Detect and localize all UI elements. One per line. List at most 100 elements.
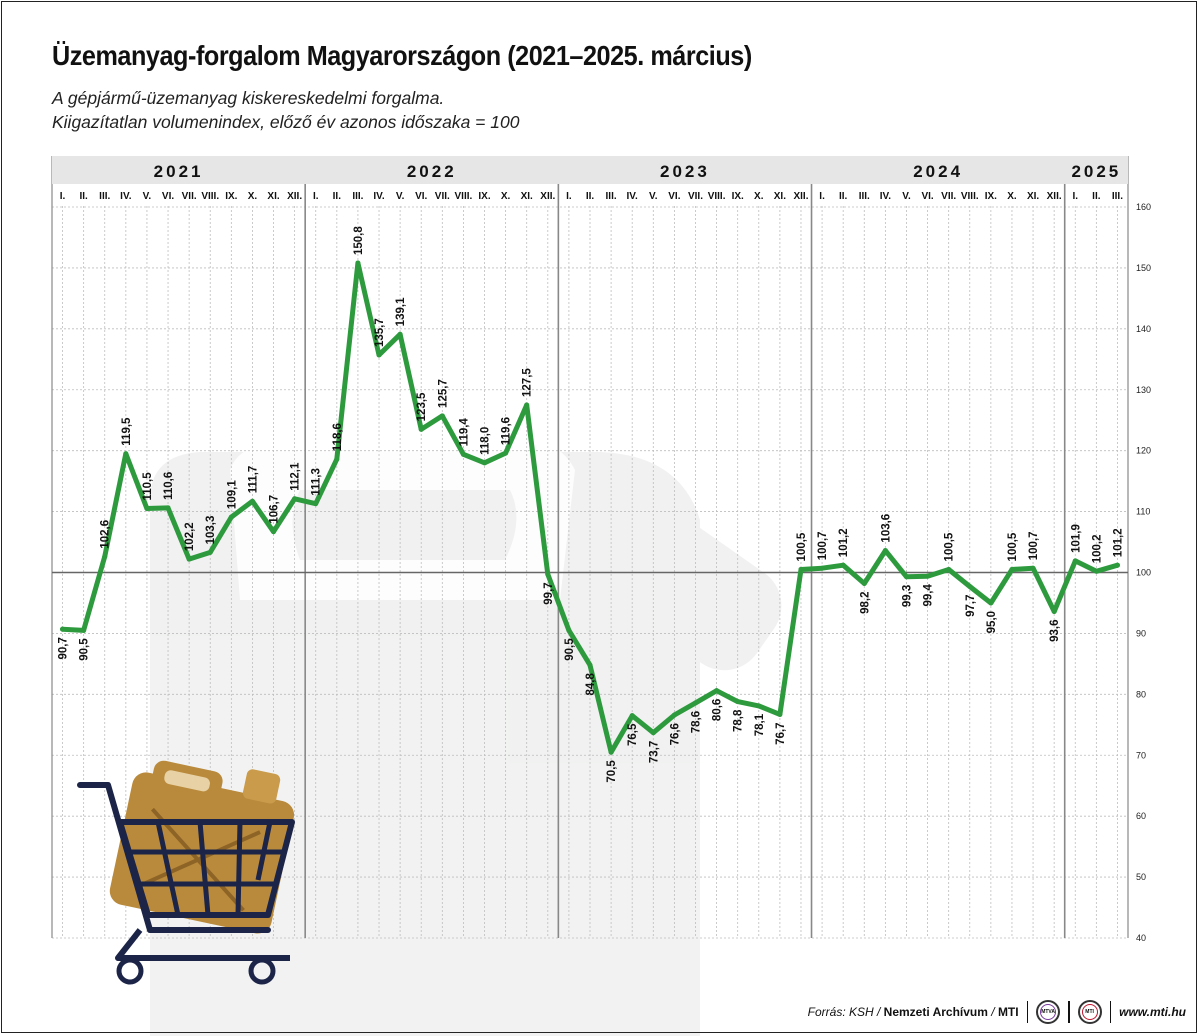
data-point — [186, 556, 192, 562]
month-label: VIII. — [201, 191, 219, 202]
month-label: IV. — [880, 191, 892, 202]
data-label: 78,1 — [754, 713, 766, 736]
data-point — [1093, 568, 1099, 574]
data-label: 76,6 — [669, 723, 681, 745]
data-point — [271, 529, 277, 535]
month-label: XI. — [774, 191, 786, 202]
data-label: 111,7 — [247, 466, 259, 494]
month-label: VII. — [941, 191, 956, 202]
month-label: VI. — [921, 191, 933, 202]
month-label: I. — [60, 191, 66, 202]
data-label: 101,2 — [838, 528, 850, 557]
data-point — [735, 699, 741, 705]
data-label: 78,6 — [690, 711, 702, 733]
y-tick-label: 50 — [1136, 872, 1146, 882]
data-point — [524, 402, 530, 408]
data-point — [1051, 608, 1057, 614]
month-label: VIII. — [961, 191, 979, 202]
month-label: VII. — [688, 191, 703, 202]
data-label: 76,5 — [627, 723, 639, 746]
footer-divider — [1068, 1001, 1070, 1023]
data-point — [925, 573, 931, 579]
y-tick-label: 40 — [1136, 933, 1146, 943]
month-label: VIII. — [708, 191, 726, 202]
data-label: 106,7 — [269, 495, 281, 524]
data-label: 99,4 — [923, 584, 935, 607]
data-label: 111,3 — [311, 468, 323, 496]
month-label: VI. — [415, 191, 427, 202]
month-label: X. — [501, 191, 511, 202]
data-label: 100,7 — [1028, 531, 1040, 560]
data-label: 135,7 — [374, 318, 386, 347]
data-point — [376, 352, 382, 358]
footer: Forrás: KSH / Nemzeti Archívum / MTI MTV… — [808, 998, 1186, 1026]
data-label: 100,5 — [1007, 532, 1019, 561]
data-point — [545, 571, 551, 577]
data-label: 99,3 — [901, 585, 913, 607]
data-label: 119,4 — [458, 418, 470, 447]
month-label: II. — [79, 191, 88, 202]
year-label: 2023 — [660, 162, 710, 181]
source-archive: Nemzeti Archívum — [883, 1005, 988, 1019]
year-label: 2021 — [154, 162, 204, 181]
data-point — [566, 627, 572, 633]
month-label: III. — [859, 191, 870, 202]
month-label: X. — [1007, 191, 1017, 202]
data-point — [418, 426, 424, 432]
data-label: 95,0 — [986, 611, 998, 633]
data-point — [60, 626, 66, 632]
subtitle-line-1: A gépjármű-üzemanyag kiskereskedelmi for… — [52, 88, 445, 108]
month-label: VI. — [668, 191, 680, 202]
data-point — [144, 506, 150, 512]
data-label: 100,2 — [1091, 535, 1103, 564]
timeline-header: 2021 I. II. III. IV. V. VI. VII. VIII. IX. X. XI. XI… — [52, 156, 1128, 202]
data-label: 98,2 — [859, 591, 871, 613]
y-tick-label: 150 — [1136, 263, 1151, 273]
source-prefix: Forrás: KSH / — [807, 1005, 884, 1019]
month-label: XII. — [1047, 191, 1062, 202]
data-point — [756, 703, 762, 709]
y-tick-label: 80 — [1136, 689, 1146, 699]
data-point — [165, 505, 171, 511]
month-label: II. — [333, 191, 342, 202]
month-label: IV. — [627, 191, 639, 202]
month-label: V. — [902, 191, 911, 202]
month-label: III. — [1112, 191, 1123, 202]
data-label: 100,5 — [944, 532, 956, 561]
mtva-logo: MTVA — [1036, 1000, 1061, 1024]
y-tick-label: 70 — [1136, 750, 1146, 760]
month-label: VII. — [435, 191, 450, 202]
data-point — [714, 688, 720, 694]
footer-divider — [1026, 1001, 1029, 1023]
month-label: I. — [819, 191, 825, 202]
month-label: X. — [754, 191, 764, 202]
data-point — [123, 451, 129, 457]
data-point — [1030, 565, 1036, 571]
data-point — [292, 496, 298, 502]
data-point — [903, 574, 909, 580]
data-point — [650, 730, 656, 736]
data-point — [671, 712, 677, 718]
data-label: 110,6 — [163, 472, 175, 500]
month-label: XI. — [1027, 191, 1039, 202]
month-label: II. — [1092, 191, 1101, 202]
data-point — [249, 498, 255, 504]
canister-watermark-icon — [150, 438, 782, 1036]
month-label: XII. — [540, 191, 555, 202]
data-label: 90,5 — [564, 638, 576, 661]
data-label: 70,5 — [606, 760, 618, 783]
data-label: 102,2 — [184, 522, 196, 551]
data-label: 100,7 — [817, 531, 829, 560]
data-label: 90,7 — [58, 637, 70, 659]
data-label: 112,1 — [290, 462, 302, 491]
y-tick-label: 110 — [1136, 507, 1150, 517]
data-point — [503, 450, 509, 456]
data-label: 127,5 — [522, 368, 534, 397]
data-label: 125,7 — [437, 379, 449, 408]
month-label: XII. — [287, 191, 302, 202]
data-point — [777, 711, 783, 717]
data-label: 103,6 — [880, 514, 892, 543]
website-link[interactable]: www.mti.hu — [1119, 1005, 1186, 1019]
data-label: 101,9 — [1070, 524, 1082, 553]
month-label: XII. — [793, 191, 808, 202]
